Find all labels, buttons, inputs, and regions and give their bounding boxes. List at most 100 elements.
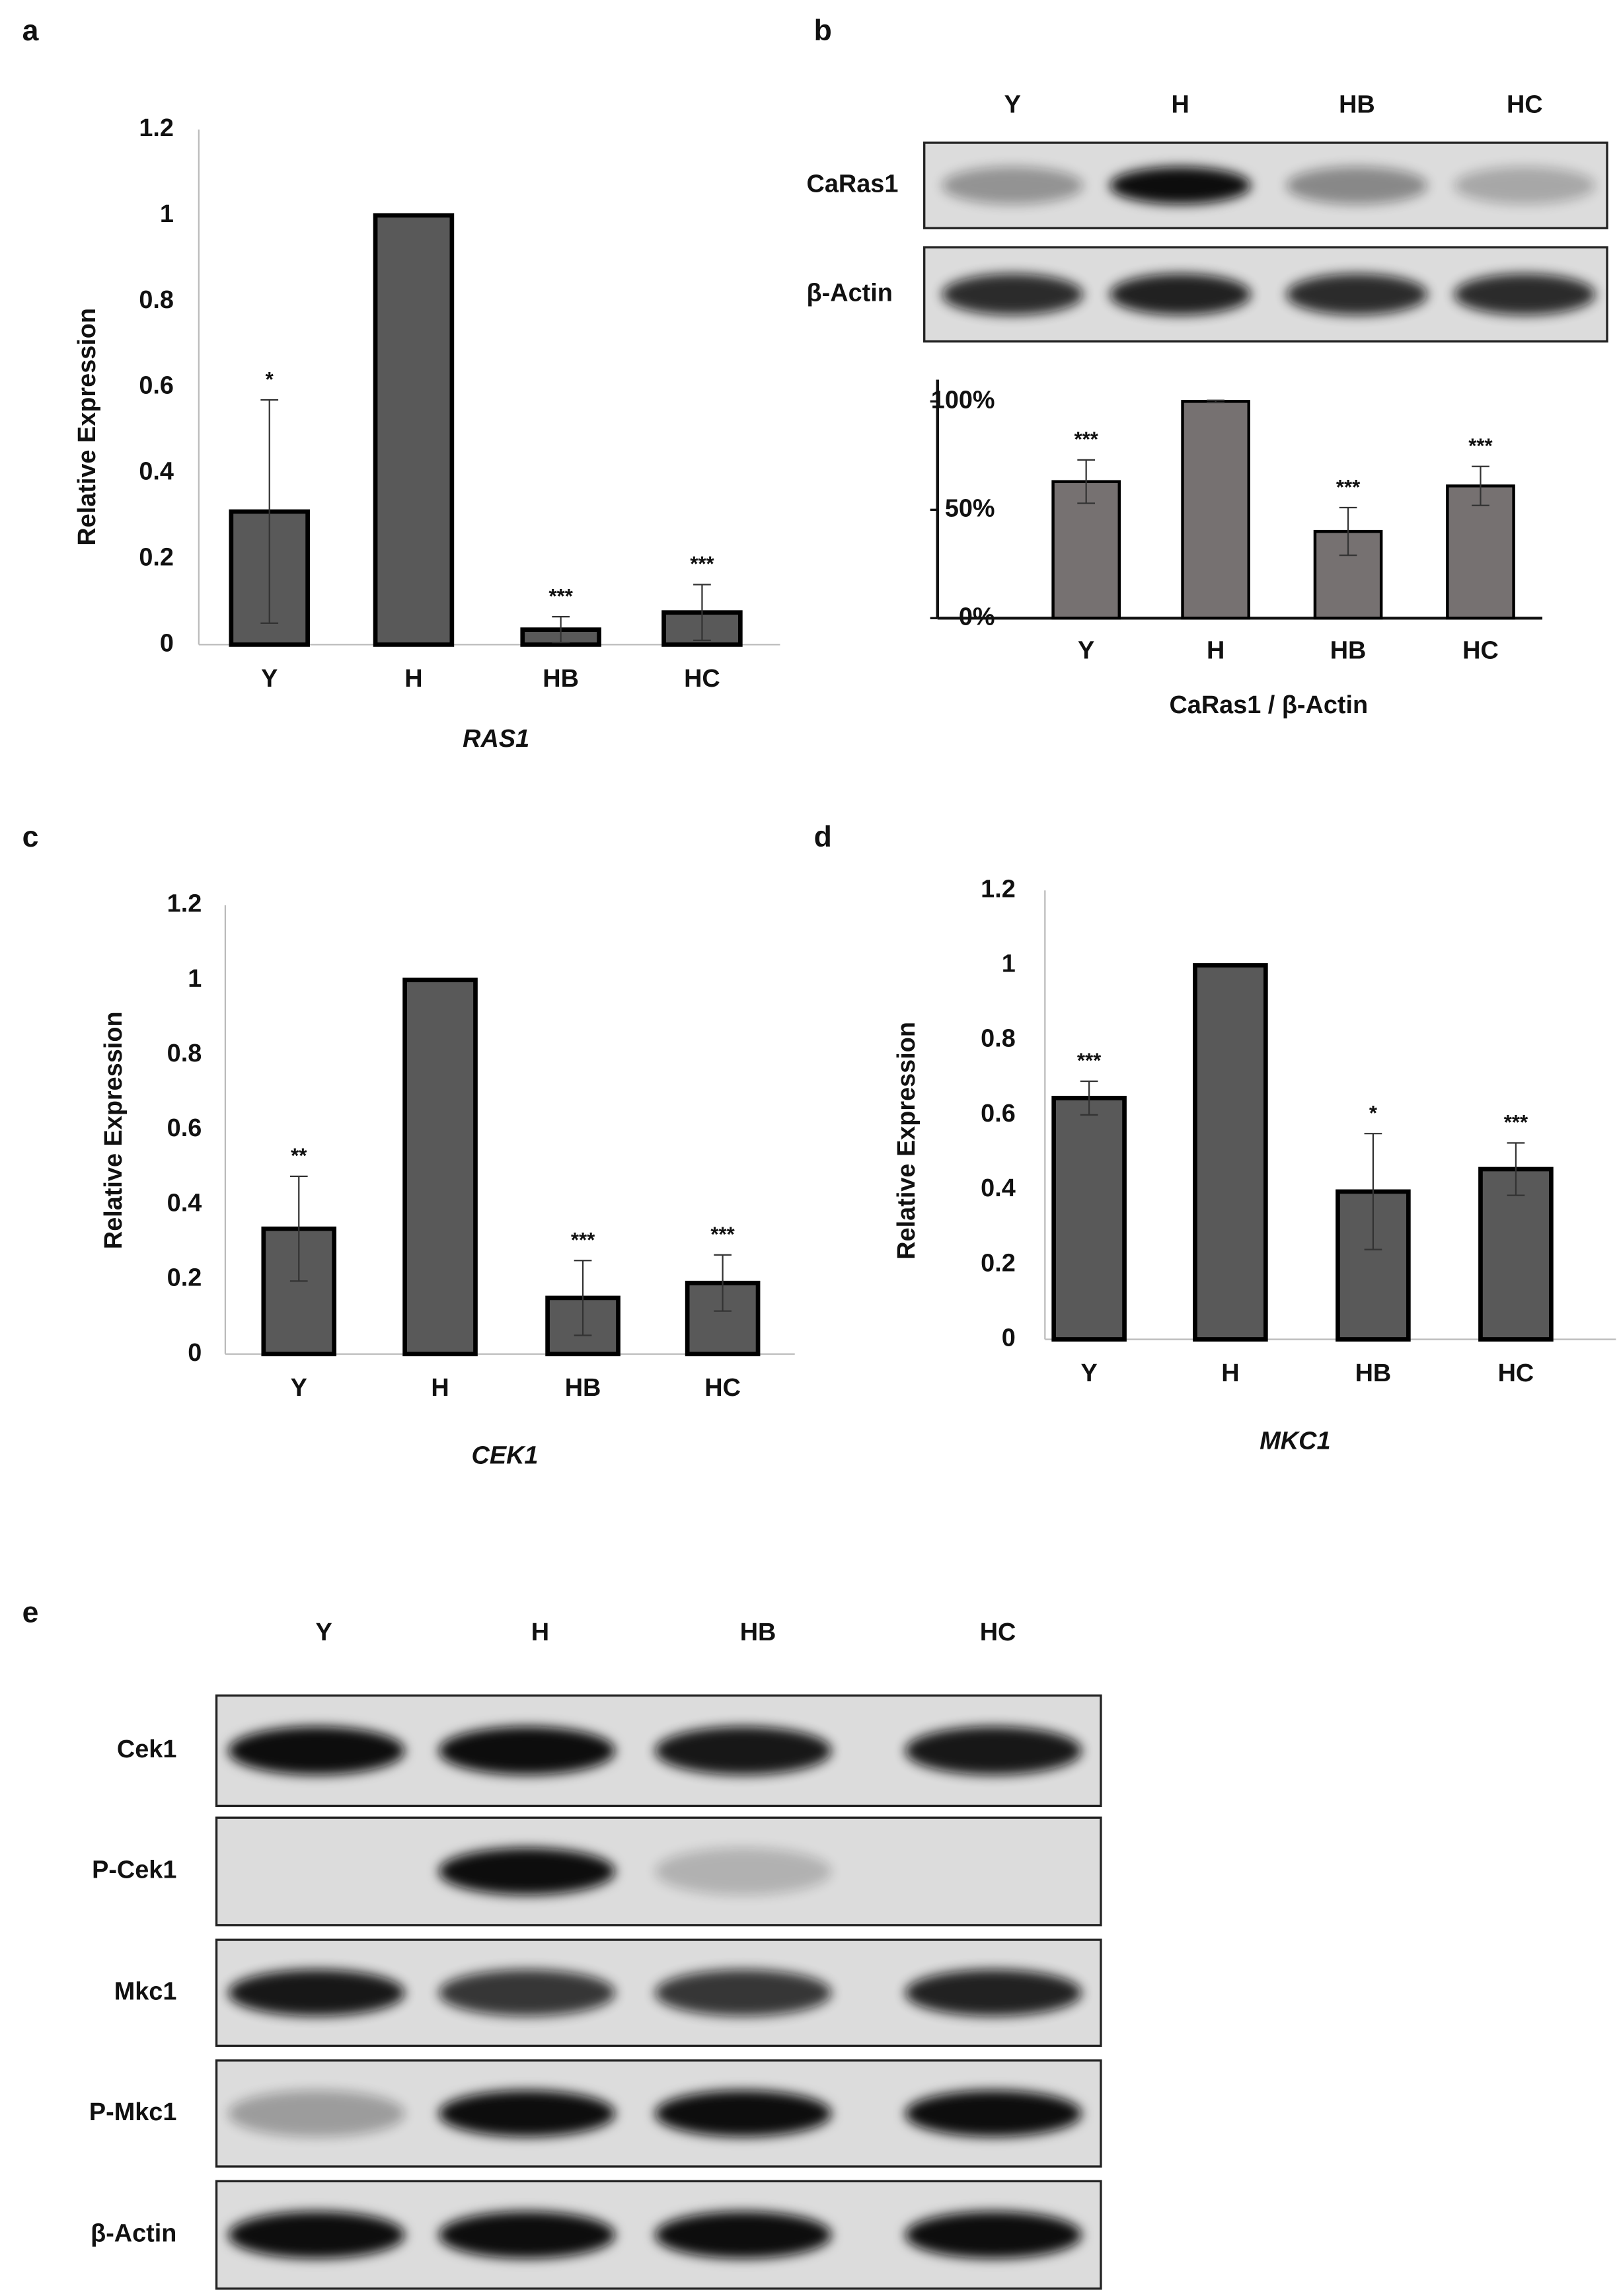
blot-band [655, 1847, 832, 1895]
x-tick-label: Y [1078, 637, 1094, 665]
x-axis-label: CEK1 [472, 1442, 539, 1470]
y-tick-label: 0.6 [139, 372, 174, 400]
x-tick-label: H [404, 665, 422, 693]
row-label: Cek1 [117, 1736, 176, 1763]
blot-band [228, 2090, 405, 2137]
y-tick-label: 100% [931, 386, 995, 414]
error-bar [693, 584, 711, 642]
x-tick-label: Y [261, 665, 278, 693]
blot-band [942, 167, 1084, 205]
error-bar [1080, 1080, 1098, 1116]
row-label: β-Actin [91, 2220, 176, 2248]
panel-label: e [22, 1597, 39, 1629]
x-tick-label: H [1207, 637, 1224, 665]
x-tick-label: Y [291, 1374, 307, 1402]
x-tick-label: HB [543, 665, 579, 693]
bar [1193, 963, 1268, 1342]
error-bar [1077, 459, 1096, 504]
x-tick-label: HC [1462, 637, 1499, 665]
lane-label: HC [1507, 91, 1543, 118]
y-axis-label: Relative Expression [100, 1011, 128, 1249]
bar [1181, 400, 1250, 620]
y-tick-label: 0 [160, 629, 174, 657]
blot-band [438, 2090, 616, 2137]
row-label: β-Actin [807, 279, 893, 307]
blot-band [655, 2090, 832, 2137]
error-bar [289, 1175, 308, 1282]
y-tick-label: 0.4 [981, 1174, 1016, 1202]
blot-band [1286, 167, 1428, 205]
significance-label: *** [710, 1223, 735, 1246]
blot-band [905, 2090, 1082, 2137]
blot-band [438, 2211, 616, 2259]
significance-label: *** [571, 1229, 595, 1252]
error-bar [552, 616, 570, 644]
blot-band [1454, 274, 1596, 315]
error-bar [260, 399, 279, 625]
y-tick-label: 1.2 [139, 114, 174, 142]
y-tick-label: 0.8 [167, 1040, 202, 1067]
blot-band [228, 2211, 405, 2259]
panel-label: a [22, 15, 40, 47]
panel-label: b [814, 15, 832, 47]
blot-band [655, 1726, 832, 1775]
y-tick-label: 0.6 [167, 1114, 202, 1142]
x-tick-label: HC [704, 1374, 741, 1402]
error-bar [1472, 465, 1489, 506]
x-axis-label: CaRas1 / β-Actin [1169, 691, 1368, 719]
blot-band [655, 1969, 832, 2016]
significance-label: *** [1468, 434, 1493, 457]
significance-label: ** [291, 1144, 307, 1167]
row-label: P-Cek1 [92, 1856, 176, 1884]
y-tick-label: 0.4 [167, 1189, 202, 1217]
y-tick-label: 1 [1002, 950, 1016, 977]
blot-band [942, 274, 1084, 315]
bar [1446, 484, 1515, 620]
significance-label: *** [1077, 1049, 1102, 1072]
row-label: Mkc1 [114, 1977, 177, 2005]
y-axis-label: Relative Expression [893, 1022, 921, 1260]
y-tick-label: 1 [160, 200, 174, 228]
x-tick-label: HB [1330, 637, 1367, 665]
blot-band [228, 1969, 405, 2016]
blot-band [1454, 167, 1596, 205]
x-tick-label: Y [1080, 1359, 1097, 1387]
x-axis-label: RAS1 [463, 725, 529, 753]
row-label: CaRas1 [807, 171, 899, 198]
lane-label: H [531, 1619, 549, 1646]
x-tick-label: HC [684, 665, 720, 693]
y-tick-label: 0 [188, 1339, 202, 1367]
y-tick-label: 0.2 [981, 1249, 1016, 1277]
y-tick-label: 50% [945, 494, 995, 522]
row-label: P-Mkc1 [89, 2098, 177, 2126]
y-axis-label: Relative Expression [73, 308, 101, 546]
lane-label: HC [980, 1619, 1016, 1646]
x-tick-label: HC [1498, 1359, 1534, 1387]
lane-label: H [1172, 91, 1189, 118]
significance-label: *** [1336, 475, 1361, 498]
blot-band [438, 1726, 616, 1775]
lane-label: HB [740, 1619, 776, 1646]
blot-band [905, 1726, 1082, 1775]
blot-band [905, 2211, 1082, 2259]
error-bar [1364, 1133, 1382, 1250]
blot-band [1286, 274, 1428, 315]
panel-label: d [814, 821, 832, 853]
y-tick-label: 0.6 [981, 1100, 1016, 1128]
significance-label: *** [1074, 428, 1098, 451]
bar [685, 1280, 761, 1357]
x-axis-label: MKC1 [1260, 1427, 1330, 1455]
y-tick-label: 0.4 [139, 458, 174, 486]
x-tick-label: H [431, 1374, 449, 1402]
y-tick-label: 1 [188, 965, 202, 993]
lane-label: Y [1004, 91, 1021, 118]
error-bar [1339, 506, 1357, 556]
y-tick-label: 1.2 [167, 890, 202, 918]
error-bar [574, 1260, 592, 1336]
significance-label: * [1369, 1101, 1378, 1124]
significance-label: *** [690, 553, 714, 576]
significance-label: *** [1504, 1111, 1528, 1134]
significance-label: * [266, 367, 274, 391]
x-tick-label: HB [1355, 1359, 1392, 1387]
significance-label: *** [548, 584, 573, 607]
